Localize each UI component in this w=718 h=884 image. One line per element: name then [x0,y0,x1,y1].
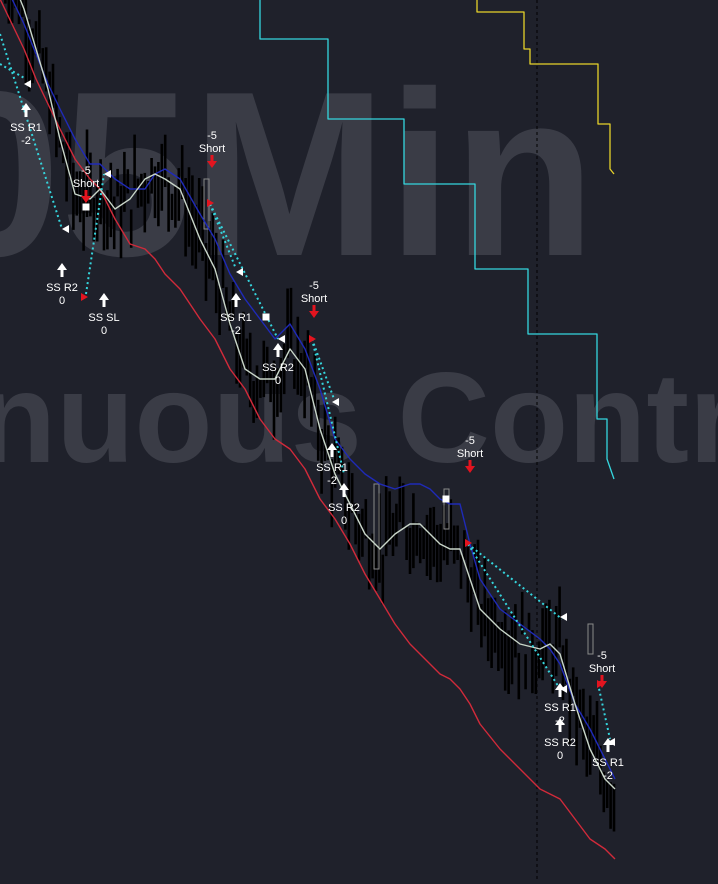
exit-label: SS R1 [592,757,624,769]
up-arrow-head-icon [603,738,613,745]
down-arrow-head-icon [309,311,319,318]
exit-triangle-marker [278,335,285,343]
short-entry-label: Short [73,178,99,190]
down-arrow-head-icon [207,161,217,168]
price-bar-outlined [443,488,450,530]
stop-line-cyan-line [259,0,615,480]
trade-line [311,338,345,475]
down-arrow-head-icon [81,196,91,203]
entry-square-marker [82,203,90,211]
up-arrow-head-icon [555,683,565,690]
exit-annotation: SS SL0 [88,293,120,337]
exit-triangle-marker [24,80,31,88]
exit-label: 0 [59,295,65,307]
exit-annotation: SS R1-2 [592,738,624,782]
trade-line [0,33,63,230]
up-arrow-head-icon [555,718,565,725]
slow-ma-line [0,0,616,860]
moving-averages-layer [0,0,616,860]
exit-triangle-marker [332,398,339,406]
up-arrow-head-icon [273,343,283,350]
up-arrow-head-icon [21,103,31,110]
exit-label: SS R1 [220,312,252,324]
short-entry-label: Short [589,663,615,675]
stop-lines-layer [259,0,615,480]
exit-label: SS R2 [544,737,576,749]
exit-label: SS R2 [262,362,294,374]
up-arrow-head-icon [99,293,109,300]
trade-line [467,543,561,690]
short-entry-label: -5 [465,435,475,447]
exit-label: 0 [275,375,281,387]
short-entry-label: Short [199,143,225,155]
exit-label: 0 [557,750,563,762]
short-entry-label: -5 [309,280,319,292]
down-arrow-head-icon [465,466,475,473]
exit-label: SS R1 [544,702,576,714]
exit-label: SS R2 [46,282,78,294]
up-arrow-head-icon [57,263,67,270]
mid-ma-line [11,0,616,780]
short-entry-label: -5 [597,650,607,662]
exit-annotation: SS R1-2 [10,103,42,147]
entry-triangle-marker [207,199,214,207]
exit-triangle-marker [608,738,615,746]
exit-label: -2 [21,135,31,147]
short-entry-label: -5 [81,165,91,177]
exit-label: SS SL [88,312,119,324]
trade-line [0,63,27,80]
entry-square-marker [262,313,270,321]
trade-line [209,203,237,270]
exit-label: SS R2 [328,502,360,514]
exit-label: -2 [231,325,241,337]
price-bar-outlined [373,483,380,570]
exit-label: SS R1 [316,462,348,474]
exit-annotation: SS R20 [544,718,576,762]
exit-triangle-marker [104,170,111,178]
entry-triangle-marker [81,293,88,301]
exit-annotation: SS R1-2 [220,293,252,337]
fast-ma-line [19,0,616,790]
short-entry-label: Short [457,448,483,460]
exit-annotation: SS R20 [328,483,360,527]
exit-triangle-marker [236,268,243,276]
exit-label: 0 [101,325,107,337]
exit-label: -2 [603,770,613,782]
exit-annotation: SS R1-2 [316,443,348,487]
trade-line [311,338,335,400]
trade-line [597,683,611,740]
short-entry-label: -5 [207,130,217,142]
up-arrow-head-icon [339,483,349,490]
entry-square-marker [442,495,450,503]
stop-line-yellow-line [476,0,615,175]
entry-triangle-marker [309,335,316,343]
price-bar-outlined [587,623,594,655]
up-arrow-head-icon [231,293,241,300]
exit-label: SS R1 [10,122,42,134]
exit-triangle-marker [62,225,69,233]
trade-line [467,543,563,620]
trade-line [85,173,105,295]
exit-label: 0 [341,515,347,527]
entry-triangle-marker [465,539,472,547]
up-arrow-head-icon [327,443,337,450]
down-arrow-head-icon [597,681,607,688]
short-entry-label: Short [301,293,327,305]
exit-label: -2 [327,475,337,487]
exit-triangle-marker [560,613,567,621]
exit-annotation: SS R20 [46,263,78,307]
exit-annotation: SS R20 [262,343,294,387]
